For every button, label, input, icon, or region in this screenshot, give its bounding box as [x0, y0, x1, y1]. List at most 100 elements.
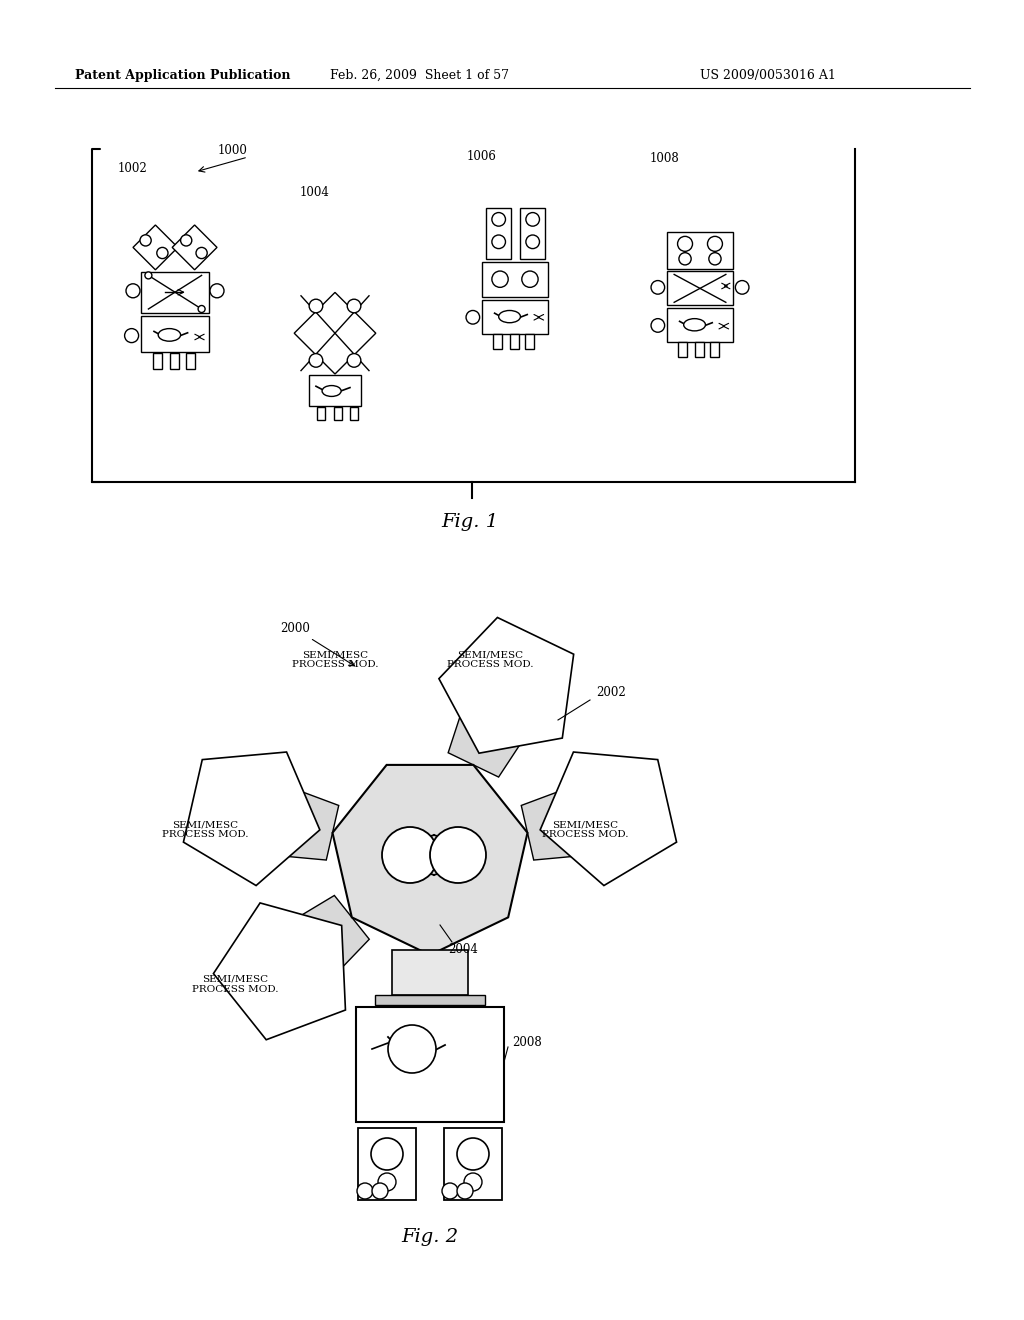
Bar [309, 375, 360, 407]
Circle shape [430, 828, 486, 883]
Circle shape [678, 236, 692, 251]
Bar [317, 407, 326, 420]
Circle shape [371, 1138, 403, 1170]
Ellipse shape [684, 318, 706, 331]
Bar [668, 308, 732, 342]
Text: 2002: 2002 [596, 686, 626, 700]
Ellipse shape [158, 329, 180, 341]
Polygon shape [392, 954, 468, 1030]
Polygon shape [133, 224, 178, 269]
Bar [444, 1129, 502, 1200]
Text: 1006: 1006 [467, 150, 497, 164]
Circle shape [309, 354, 323, 367]
Bar [153, 354, 162, 368]
Circle shape [198, 305, 205, 313]
Circle shape [145, 272, 152, 279]
Polygon shape [294, 293, 376, 374]
Circle shape [679, 252, 691, 265]
Text: 1008: 1008 [650, 152, 680, 165]
Circle shape [126, 284, 140, 298]
Bar [170, 354, 179, 368]
Circle shape [357, 1183, 373, 1199]
Polygon shape [361, 968, 499, 1098]
Circle shape [309, 300, 323, 313]
Polygon shape [439, 618, 573, 754]
Circle shape [526, 213, 540, 226]
Circle shape [196, 247, 207, 259]
Circle shape [372, 1183, 388, 1199]
Circle shape [464, 1173, 482, 1191]
Circle shape [347, 354, 360, 367]
Circle shape [347, 300, 360, 313]
Ellipse shape [323, 385, 341, 396]
Ellipse shape [499, 310, 520, 322]
Text: 1004: 1004 [300, 186, 330, 198]
Text: Fig. 2: Fig. 2 [401, 1228, 459, 1246]
Text: 2000: 2000 [280, 622, 310, 635]
Bar [358, 1129, 416, 1200]
Bar [334, 407, 342, 420]
Text: 2008: 2008 [512, 1035, 542, 1048]
Circle shape [457, 1183, 473, 1199]
Polygon shape [541, 752, 677, 886]
Text: SEMI/MESC
PROCESS MOD.: SEMI/MESC PROCESS MOD. [292, 649, 378, 669]
Circle shape [651, 318, 665, 333]
Polygon shape [213, 903, 345, 1040]
Polygon shape [333, 764, 527, 954]
Circle shape [492, 213, 506, 226]
Polygon shape [449, 681, 541, 777]
Circle shape [125, 329, 138, 343]
Circle shape [492, 235, 506, 248]
Bar [141, 315, 209, 352]
Circle shape [457, 1138, 489, 1170]
Bar [668, 271, 732, 305]
Polygon shape [269, 895, 370, 994]
Polygon shape [521, 779, 609, 861]
Bar [482, 261, 548, 297]
Bar [494, 334, 502, 350]
Circle shape [210, 284, 224, 298]
Bar [356, 1007, 504, 1122]
Circle shape [709, 252, 721, 265]
Text: Patent Application Publication: Patent Application Publication [75, 69, 291, 82]
Circle shape [735, 281, 749, 294]
Bar [350, 407, 358, 420]
Bar [375, 995, 485, 1005]
Bar [392, 950, 468, 995]
Circle shape [378, 1173, 396, 1191]
Text: SEMI/MESC
PROCESS MOD.: SEMI/MESC PROCESS MOD. [191, 975, 279, 994]
Circle shape [382, 828, 438, 883]
Bar [711, 342, 719, 358]
Circle shape [466, 310, 479, 325]
Bar [482, 300, 548, 334]
Circle shape [708, 236, 723, 251]
Polygon shape [172, 224, 217, 269]
Polygon shape [251, 779, 339, 861]
Bar [520, 207, 545, 259]
Text: Feb. 26, 2009  Sheet 1 of 57: Feb. 26, 2009 Sheet 1 of 57 [331, 69, 510, 82]
Bar [525, 334, 535, 350]
Text: SEMI/MESC
PROCESS MOD.: SEMI/MESC PROCESS MOD. [542, 820, 629, 840]
Circle shape [522, 271, 539, 288]
Bar [678, 342, 687, 358]
Bar [695, 342, 705, 358]
Text: US 2009/0053016 A1: US 2009/0053016 A1 [700, 69, 836, 82]
Circle shape [140, 235, 152, 246]
Text: SEMI/MESC
PROCESS MOD.: SEMI/MESC PROCESS MOD. [446, 649, 534, 669]
Circle shape [526, 235, 540, 248]
Bar [486, 207, 511, 259]
Text: SEMI/MESC
PROCESS MOD.: SEMI/MESC PROCESS MOD. [162, 820, 248, 840]
Circle shape [388, 1026, 436, 1073]
Circle shape [492, 271, 508, 288]
Circle shape [157, 247, 168, 259]
Bar [510, 334, 519, 350]
Polygon shape [183, 752, 319, 886]
Text: 1002: 1002 [118, 161, 147, 174]
Text: 1000: 1000 [218, 144, 248, 157]
Circle shape [442, 1183, 458, 1199]
Text: 2004: 2004 [449, 942, 478, 956]
Text: Fig. 1: Fig. 1 [441, 513, 499, 531]
Bar [185, 354, 195, 368]
Bar [141, 272, 209, 313]
Circle shape [651, 281, 665, 294]
